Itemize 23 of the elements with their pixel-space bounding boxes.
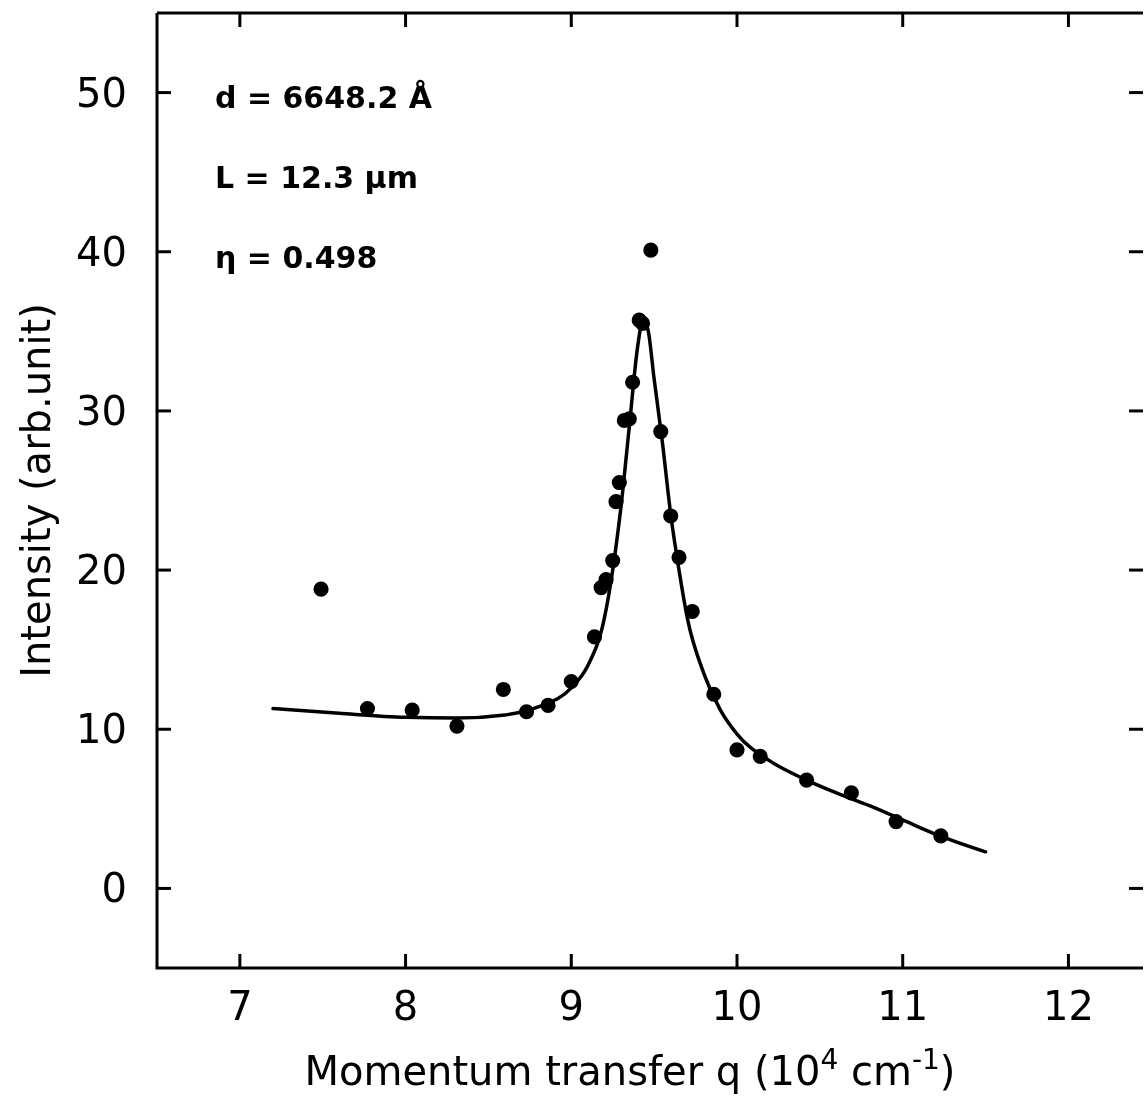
y-tick-label: 10 (76, 706, 127, 753)
point (313, 581, 329, 597)
point (495, 681, 511, 698)
x-axis-title: Momentum transfer q (10$^{4}$ cm$^{-1}$) (304, 1042, 956, 1094)
x-tick-label: 9 (558, 983, 585, 1029)
y-tick-label: 40 (76, 228, 127, 275)
y-tick-label: 30 (76, 387, 127, 434)
point (449, 718, 465, 734)
y-axis-title: Intensity (arb.unit) (13, 303, 59, 678)
annotation: d = 6648.2 Å (215, 79, 433, 115)
y-tick-label: 50 (76, 69, 127, 116)
x-tick-label: 7 (227, 983, 253, 1029)
point (729, 742, 745, 758)
x-tick-label: 10 (711, 983, 763, 1029)
x-tick-label: 11 (877, 983, 929, 1029)
x-tick-label: 12 (1042, 983, 1094, 1029)
x-tick-label: 8 (392, 983, 419, 1029)
annotation: L = 12.3 μm (215, 160, 418, 195)
point (643, 242, 659, 258)
point (404, 702, 420, 718)
y-tick-label: 20 (76, 547, 127, 594)
annotation: η = 0.498 (215, 240, 378, 275)
y-tick-label: 0 (101, 865, 127, 912)
